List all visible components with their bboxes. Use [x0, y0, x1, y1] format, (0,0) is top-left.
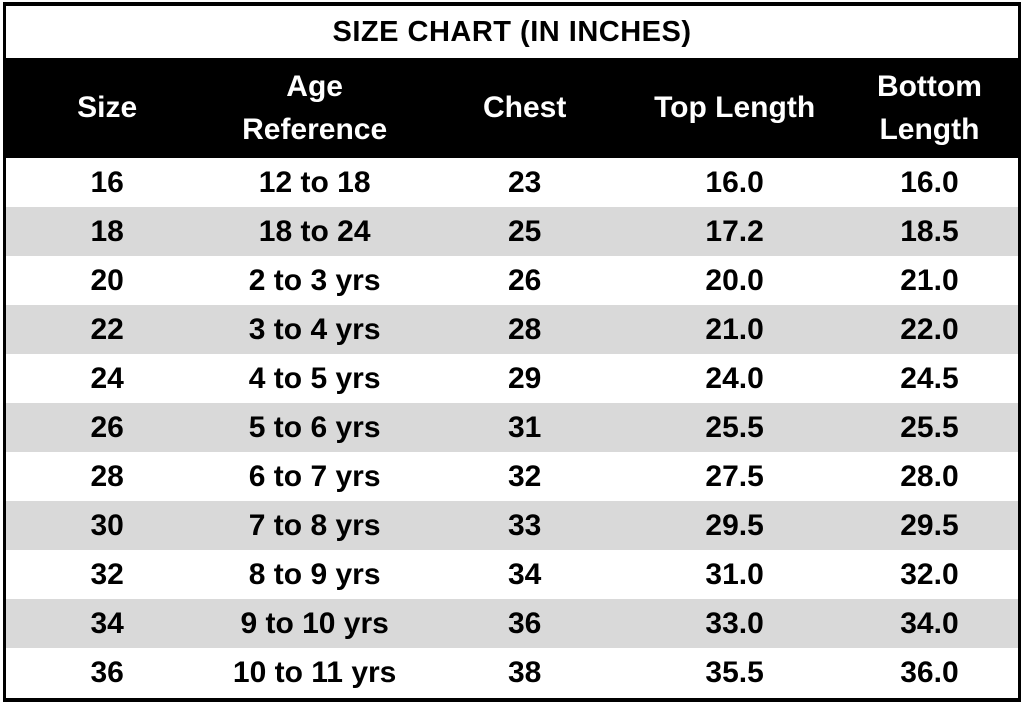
column-header-size: Size: [6, 58, 209, 158]
cell-age-reference: 10 to 11 yrs: [208, 648, 421, 697]
cell-age-reference: 7 to 8 yrs: [208, 501, 421, 550]
cell-top-length: 25.5: [628, 403, 841, 452]
cell-size: 18: [6, 207, 209, 256]
cell-bottom-length: 16.0: [840, 158, 1018, 207]
cell-size: 20: [6, 256, 209, 305]
cell-size: 26: [6, 403, 209, 452]
cell-chest: 29: [420, 354, 629, 403]
cell-bottom-length: 32.0: [840, 550, 1018, 599]
cell-chest: 31: [420, 403, 629, 452]
cell-top-length: 31.0: [628, 550, 841, 599]
table-row: 16 12 to 18 23 16.0 16.0: [6, 158, 1018, 207]
cell-chest: 33: [420, 501, 629, 550]
cell-top-length: 29.5: [628, 501, 841, 550]
size-chart-table: Size Age Reference Chest Top Length Bott…: [6, 58, 1018, 697]
table-row: 36 10 to 11 yrs 38 35.5 36.0: [6, 648, 1018, 697]
cell-chest: 38: [420, 648, 629, 697]
cell-top-length: 24.0: [628, 354, 841, 403]
column-header-chest: Chest: [420, 58, 629, 158]
cell-bottom-length: 29.5: [840, 501, 1018, 550]
cell-bottom-length: 34.0: [840, 599, 1018, 648]
cell-size: 32: [6, 550, 209, 599]
cell-size: 24: [6, 354, 209, 403]
cell-age-reference: 3 to 4 yrs: [208, 305, 421, 354]
cell-age-reference: 12 to 18: [208, 158, 421, 207]
cell-bottom-length: 28.0: [840, 452, 1018, 501]
table-row: 32 8 to 9 yrs 34 31.0 32.0: [6, 550, 1018, 599]
column-header-label: Size: [77, 91, 138, 125]
cell-top-length: 17.2: [628, 207, 841, 256]
cell-age-reference: 4 to 5 yrs: [208, 354, 421, 403]
header-row: Size Age Reference Chest Top Length Bott…: [6, 58, 1018, 158]
cell-chest: 34: [420, 550, 629, 599]
size-chart: SIZE CHART (IN INCHES) Size Age Referenc…: [3, 2, 1021, 702]
cell-age-reference: 6 to 7 yrs: [208, 452, 421, 501]
cell-top-length: 27.5: [628, 452, 841, 501]
column-header-label: Top Length: [654, 91, 816, 125]
cell-top-length: 20.0: [628, 256, 841, 305]
table-row: 26 5 to 6 yrs 31 25.5 25.5: [6, 403, 1018, 452]
cell-chest: 23: [420, 158, 629, 207]
cell-top-length: 16.0: [628, 158, 841, 207]
cell-age-reference: 8 to 9 yrs: [208, 550, 421, 599]
cell-bottom-length: 22.0: [840, 305, 1018, 354]
cell-chest: 36: [420, 599, 629, 648]
cell-size: 34: [6, 599, 209, 648]
cell-bottom-length: 25.5: [840, 403, 1018, 452]
table-row: 22 3 to 4 yrs 28 21.0 22.0: [6, 305, 1018, 354]
cell-age-reference: 2 to 3 yrs: [208, 256, 421, 305]
cell-chest: 25: [420, 207, 629, 256]
table-row: 20 2 to 3 yrs 26 20.0 21.0: [6, 256, 1018, 305]
column-header-label: Chest: [482, 91, 567, 125]
column-header-bottom-length: Bottom Length: [840, 58, 1018, 158]
cell-age-reference: 18 to 24: [208, 207, 421, 256]
cell-size: 16: [6, 158, 209, 207]
column-header-label: Bottom Length: [876, 69, 982, 147]
cell-bottom-length: 24.5: [840, 354, 1018, 403]
page-title: SIZE CHART (IN INCHES): [6, 6, 1018, 58]
table-row: 34 9 to 10 yrs 36 33.0 34.0: [6, 599, 1018, 648]
cell-chest: 26: [420, 256, 629, 305]
table-row: 28 6 to 7 yrs 32 27.5 28.0: [6, 452, 1018, 501]
cell-chest: 28: [420, 305, 629, 354]
cell-age-reference: 5 to 6 yrs: [208, 403, 421, 452]
cell-size: 22: [6, 305, 209, 354]
column-header-label: Age Reference: [242, 69, 388, 147]
cell-size: 30: [6, 501, 209, 550]
cell-bottom-length: 21.0: [840, 256, 1018, 305]
column-header-age-reference: Age Reference: [208, 58, 421, 158]
cell-top-length: 21.0: [628, 305, 841, 354]
cell-top-length: 35.5: [628, 648, 841, 697]
column-header-top-length: Top Length: [628, 58, 841, 158]
cell-bottom-length: 36.0: [840, 648, 1018, 697]
table-row: 30 7 to 8 yrs 33 29.5 29.5: [6, 501, 1018, 550]
cell-chest: 32: [420, 452, 629, 501]
table-row: 18 18 to 24 25 17.2 18.5: [6, 207, 1018, 256]
cell-top-length: 33.0: [628, 599, 841, 648]
cell-bottom-length: 18.5: [840, 207, 1018, 256]
cell-age-reference: 9 to 10 yrs: [208, 599, 421, 648]
cell-size: 36: [6, 648, 209, 697]
table-row: 24 4 to 5 yrs 29 24.0 24.5: [6, 354, 1018, 403]
cell-size: 28: [6, 452, 209, 501]
